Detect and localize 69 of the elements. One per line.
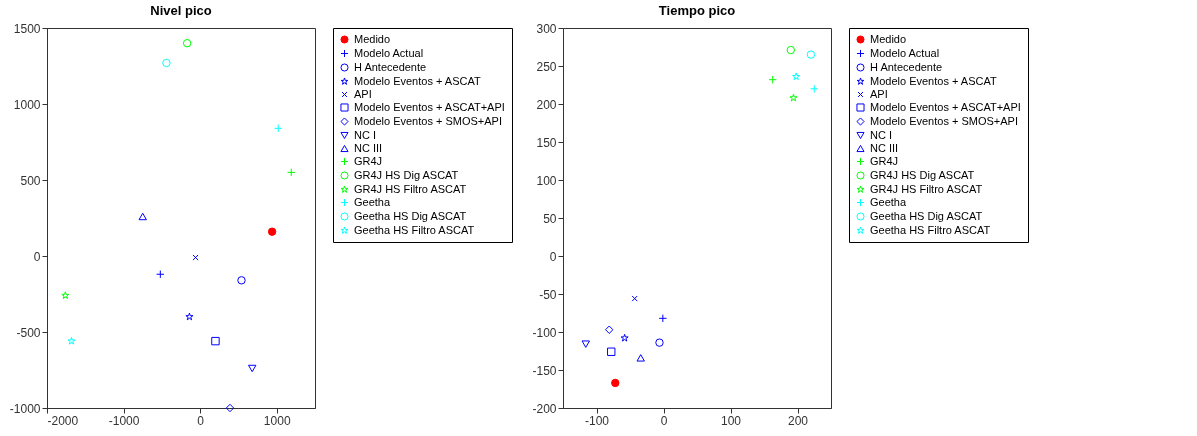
y-tick-label: 250: [536, 59, 557, 74]
legend-label: Geetha HS Dig ASCAT: [354, 209, 467, 222]
legend-label: Modelo Eventos + SMOS+API: [870, 114, 1018, 127]
legend-label: Geetha: [870, 195, 907, 208]
legend-label: Modelo Eventos + SMOS+API: [354, 114, 502, 127]
legend-label: Medido: [870, 32, 907, 45]
legend-label: H Antecedente: [354, 60, 427, 73]
x-tick-label: 0: [660, 413, 668, 428]
x-tick-label: 100: [720, 413, 742, 428]
point: [636, 354, 645, 362]
point: [620, 333, 629, 342]
legend-label: Modelo Actual: [870, 46, 940, 59]
legend-label: Geetha HS Filtro ASCAT: [354, 223, 475, 236]
y-tick-label: -200: [532, 401, 557, 416]
legend-label: GR4J HS Dig ASCAT: [354, 168, 459, 181]
y-tick-label: 0: [33, 249, 41, 264]
point: [786, 45, 796, 55]
y-tick-label: 500: [20, 173, 41, 188]
legend-label: Modelo Eventos + ASCAT+API: [354, 100, 505, 113]
y-tick-label: 300: [536, 21, 557, 36]
y-tick-label: 1000: [13, 97, 41, 112]
legend-label: GR4J HS Dig ASCAT: [870, 168, 975, 181]
x-tick-label: -2000: [47, 413, 79, 428]
point: [631, 295, 638, 302]
point: [611, 378, 620, 388]
x-tick-label: 200: [787, 413, 809, 428]
legend-label: Medido: [354, 32, 391, 45]
point: [792, 72, 801, 81]
y-tick-label: 100: [536, 173, 557, 188]
y-tick-label: 1500: [13, 21, 41, 36]
legend-label: GR4J HS Filtro ASCAT: [870, 182, 983, 195]
point: [810, 84, 819, 94]
legend-label: Modelo Actual: [354, 46, 424, 59]
legend-label: H Antecedente: [870, 60, 943, 73]
y-tick-label: 150: [536, 135, 557, 150]
point: [607, 347, 616, 356]
y-tick-label: -150: [532, 363, 557, 378]
point: [655, 338, 664, 347]
legend-label: NC III: [354, 141, 383, 154]
y-tick-label: -50: [539, 287, 557, 302]
y-tick-label: -100: [532, 325, 557, 340]
legend-label: GR4J: [354, 154, 383, 167]
y-tick-label: 0: [549, 249, 557, 264]
y-tick-label: -1000: [9, 401, 41, 416]
legend-label: GR4J: [870, 154, 899, 167]
y-tick-label: -500: [16, 325, 41, 340]
legend-label: Geetha: [354, 195, 391, 208]
legend-label: NC I: [354, 128, 376, 141]
legend-label: Modelo Eventos + ASCAT: [354, 74, 481, 87]
point: [806, 50, 816, 59]
legend-label: NC III: [870, 141, 899, 154]
legend-label: Modelo Eventos + ASCAT+API: [870, 100, 1021, 113]
legend-label: API: [870, 87, 888, 100]
legend-label: API: [354, 87, 372, 100]
y-tick-label: 50: [543, 211, 557, 226]
legend-label: Geetha HS Filtro ASCAT: [870, 223, 991, 236]
legend-label: Geetha HS Dig ASCAT: [870, 209, 983, 222]
legend-label: GR4J HS Filtro ASCAT: [354, 182, 467, 195]
legend-label: NC I: [870, 128, 892, 141]
legend-label: Modelo Eventos + ASCAT: [870, 74, 997, 87]
x-tick-label: -1000: [108, 413, 140, 428]
x-tick-label: -100: [584, 413, 610, 428]
point: [789, 93, 798, 102]
point: [581, 340, 590, 348]
x-tick-label: 0: [197, 413, 205, 428]
chart-title: Nivel pico: [150, 3, 212, 18]
y-tick-label: 200: [536, 97, 557, 112]
chart-title: Tiempo pico: [658, 3, 736, 18]
x-tick-label: 1000: [263, 413, 291, 428]
